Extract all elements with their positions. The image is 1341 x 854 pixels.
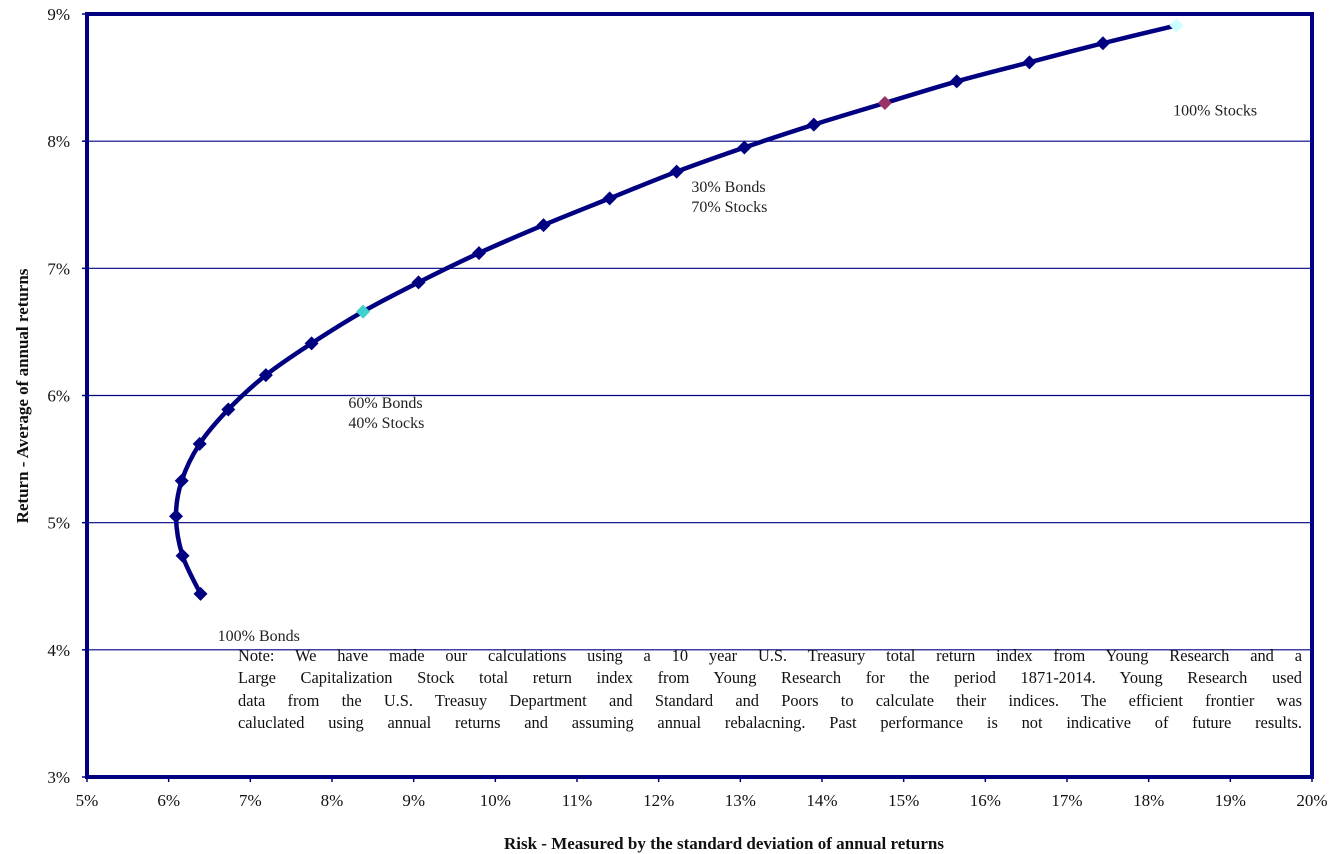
data-point — [877, 96, 892, 111]
data-point — [949, 74, 964, 89]
x-tick-label: 7% — [239, 791, 262, 810]
data-point — [411, 275, 426, 290]
x-axis-title: Risk - Measured by the standard deviatio… — [504, 834, 944, 853]
annotation-line: 100% Stocks — [1173, 103, 1257, 120]
frontier-line — [173, 23, 1177, 595]
x-tick-label: 12% — [643, 791, 674, 810]
x-tick-label: 13% — [725, 791, 756, 810]
y-tick-label: 8% — [47, 132, 70, 151]
annotations: 100% Stocks 30% Bonds 70% Stocks 60% Bonds 4… — [218, 103, 1257, 645]
x-tick-label: 19% — [1215, 791, 1246, 810]
data-point — [174, 473, 189, 488]
annotation-line: 70% Stocks — [691, 199, 767, 216]
annotation-line: 60% Bonds — [348, 395, 422, 412]
note-line: Large Capitalization Stock total return … — [238, 668, 1302, 688]
data-point — [737, 140, 752, 155]
note-line: caluclated using annual returns and assu… — [238, 713, 1302, 733]
data-point — [221, 402, 236, 417]
grid-lines — [87, 140, 1312, 651]
x-tick-label: 18% — [1133, 791, 1164, 810]
x-tick-label: 15% — [888, 791, 919, 810]
x-tick-label: 14% — [806, 791, 837, 810]
data-point — [1095, 36, 1110, 51]
annotation-label: 60% Bonds 40% Stocks — [348, 395, 424, 432]
data-point — [669, 164, 684, 179]
data-point — [304, 336, 319, 351]
x-tick-label: 8% — [321, 791, 344, 810]
y-tick-label: 7% — [47, 259, 70, 278]
data-point — [602, 191, 617, 206]
methodology-note: Note: We have made our calculations usin… — [238, 645, 1302, 735]
data-point — [169, 509, 184, 524]
data-point — [356, 304, 371, 319]
annotation-label: 30% Bonds 70% Stocks — [691, 179, 767, 216]
data-point — [472, 246, 486, 261]
x-tick-label: 16% — [970, 791, 1001, 810]
x-tick-label: 9% — [402, 791, 425, 810]
note-line: Note: We have made our calculations usin… — [238, 646, 1302, 665]
x-tick-label: 10% — [480, 791, 511, 810]
note-line: data from the U.S. Treasuy Department an… — [238, 690, 1302, 710]
data-point — [193, 586, 208, 601]
y-tick-label: 9% — [47, 5, 70, 24]
x-tick-label: 17% — [1051, 791, 1082, 810]
x-tick-label: 6% — [157, 791, 180, 810]
data-point — [175, 548, 190, 563]
data-point — [258, 368, 273, 383]
x-tick-labels: 5% 6% 7% 8% 9% 10% 11% 12% 13% 14% 15% 16% 17% 18% 19%… — [76, 777, 1328, 810]
annotation-line: 40% Stocks — [348, 415, 424, 432]
data-point — [1169, 18, 1184, 33]
data-point — [536, 218, 551, 233]
y-tick-labels: 3% 4% 5% 6% 7% 8% 9% — [47, 5, 87, 787]
annotation-line: 100% Bonds — [218, 628, 300, 645]
y-axis-title: Return - Average of annual returns — [13, 268, 32, 523]
annotation-line: 30% Bonds — [691, 179, 765, 196]
x-tick-label: 11% — [562, 791, 593, 810]
y-tick-label: 6% — [47, 387, 70, 406]
data-point — [192, 436, 207, 451]
annotation-label: 100% Bonds — [218, 628, 300, 645]
x-tick-label: 20% — [1296, 791, 1327, 810]
y-tick-label: 4% — [47, 641, 70, 660]
data-point — [806, 117, 821, 132]
annotation-label: 100% Stocks — [1173, 103, 1257, 120]
x-tick-label: 5% — [76, 791, 99, 810]
y-tick-label: 3% — [47, 768, 70, 787]
plot-frame — [85, 12, 1314, 779]
y-tick-label: 5% — [47, 514, 70, 533]
frontier-series — [169, 18, 1184, 601]
data-point — [1022, 55, 1037, 70]
